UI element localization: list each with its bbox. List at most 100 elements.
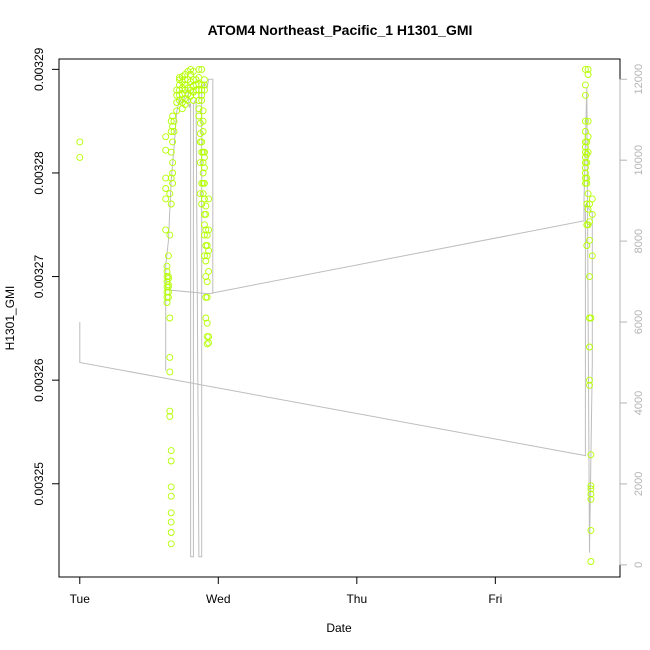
data-point bbox=[588, 252, 596, 260]
data-point bbox=[200, 195, 208, 203]
data-point bbox=[167, 117, 175, 125]
data-point bbox=[205, 247, 213, 255]
data-point bbox=[586, 200, 593, 208]
data-point bbox=[203, 340, 211, 348]
data-point bbox=[195, 96, 203, 104]
data-point bbox=[203, 252, 211, 260]
y-tick-label: 0.00326 bbox=[32, 358, 46, 402]
data-point bbox=[169, 112, 177, 120]
data-point bbox=[167, 128, 175, 135]
y2-tick-label: 4000 bbox=[633, 391, 645, 415]
data-point bbox=[169, 169, 177, 177]
data-point bbox=[167, 529, 175, 536]
data-point bbox=[76, 138, 84, 146]
data-point bbox=[166, 314, 174, 322]
data-point bbox=[164, 293, 172, 301]
data-point bbox=[164, 281, 172, 289]
data-point bbox=[76, 153, 84, 161]
data-point bbox=[162, 133, 170, 141]
data-point bbox=[200, 86, 208, 94]
data-point bbox=[584, 71, 592, 78]
data-point bbox=[169, 138, 177, 146]
data-point bbox=[586, 273, 593, 281]
data-point bbox=[588, 210, 596, 218]
data-point bbox=[200, 179, 208, 187]
data-point bbox=[584, 117, 592, 125]
data-point bbox=[200, 148, 208, 156]
data-point bbox=[163, 262, 171, 270]
y2-tick-label: 0 bbox=[633, 562, 645, 568]
data-point bbox=[200, 76, 208, 84]
y-axis: 0.00325 0.00326 0.00327 0.00328 0.00329 bbox=[32, 47, 60, 506]
points-layer bbox=[76, 65, 596, 565]
data-point bbox=[581, 153, 589, 161]
y2-tick-label: 12000 bbox=[633, 64, 645, 95]
chart-title: ATOM4 Northeast_Pacific_1 H1301_GMI bbox=[208, 22, 473, 38]
data-point bbox=[583, 138, 591, 146]
data-point bbox=[164, 283, 172, 291]
data-point bbox=[200, 221, 208, 229]
data-point bbox=[162, 226, 170, 234]
data-point bbox=[167, 518, 175, 526]
x-axis: Tue Wed Thu Fri bbox=[70, 576, 502, 606]
data-point bbox=[200, 252, 208, 260]
data-point bbox=[587, 314, 595, 322]
data-point bbox=[586, 381, 593, 389]
y-tick-label: 0.00328 bbox=[32, 151, 46, 195]
data-point bbox=[200, 81, 208, 89]
data-point bbox=[200, 153, 208, 161]
y-tick-label: 0.00329 bbox=[32, 47, 46, 91]
data-point bbox=[586, 376, 593, 384]
data-point bbox=[586, 343, 593, 351]
data-point bbox=[583, 242, 591, 249]
data-point bbox=[581, 128, 589, 135]
data-point bbox=[586, 218, 593, 226]
data-point bbox=[584, 133, 592, 141]
data-point bbox=[584, 148, 592, 156]
data-point bbox=[203, 319, 211, 327]
data-point bbox=[199, 117, 207, 125]
data-point bbox=[166, 412, 174, 420]
data-point bbox=[584, 221, 592, 229]
data-point bbox=[167, 174, 175, 182]
data-point bbox=[198, 86, 206, 94]
y2-tick-label: 2000 bbox=[633, 472, 645, 496]
data-point bbox=[588, 195, 596, 203]
data-point bbox=[587, 526, 595, 534]
data-point bbox=[581, 148, 589, 156]
data-point bbox=[583, 179, 591, 187]
y-axis-label: H1301_GMI bbox=[3, 286, 17, 351]
data-point bbox=[199, 128, 207, 135]
data-point bbox=[163, 299, 171, 306]
data-point bbox=[166, 353, 174, 361]
y2-axis: 0 2000 4000 6000 8000 10000 12000 bbox=[619, 64, 645, 568]
data-point bbox=[166, 368, 174, 376]
data-point bbox=[202, 257, 210, 265]
data-point bbox=[169, 159, 177, 167]
data-point bbox=[205, 195, 213, 203]
y2-tick-label: 6000 bbox=[633, 310, 645, 334]
data-point bbox=[163, 267, 171, 275]
data-point bbox=[167, 200, 175, 208]
data-point bbox=[200, 164, 208, 172]
data-point bbox=[581, 117, 589, 125]
data-point bbox=[164, 252, 172, 260]
y-tick-label: 0.00325 bbox=[32, 462, 46, 506]
data-point bbox=[205, 226, 213, 234]
data-point bbox=[196, 190, 204, 198]
data-point bbox=[203, 293, 211, 301]
data-point bbox=[202, 273, 210, 281]
data-point bbox=[167, 148, 175, 156]
data-point bbox=[170, 117, 178, 125]
data-point bbox=[199, 190, 207, 198]
data-point bbox=[167, 457, 175, 465]
data-point bbox=[202, 202, 210, 210]
data-point bbox=[162, 185, 170, 192]
data-point bbox=[163, 278, 171, 286]
data-point bbox=[195, 86, 203, 94]
x-axis-label: Date bbox=[326, 621, 352, 635]
data-point bbox=[203, 231, 211, 239]
data-point bbox=[164, 273, 172, 281]
data-point bbox=[581, 81, 589, 89]
